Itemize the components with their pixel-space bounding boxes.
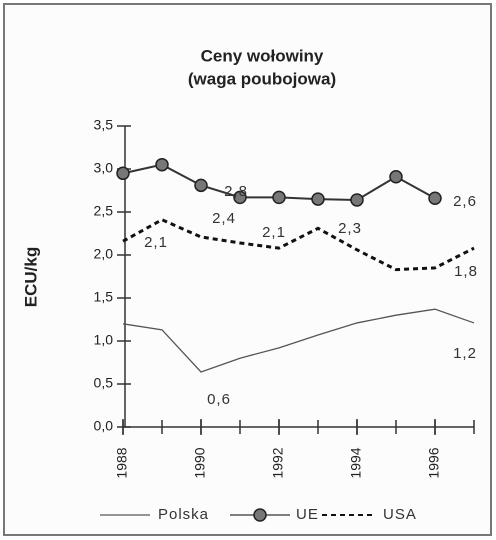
chart-title: Ceny wołowiny: [201, 46, 324, 65]
series-line: [122, 308, 475, 373]
annotation: 2,4: [212, 210, 236, 227]
x-tick-label: 1992: [270, 447, 286, 478]
series-marker: [311, 192, 325, 206]
y-tick-label: 3,5: [94, 117, 114, 133]
annotation: 2,3: [338, 220, 362, 237]
y-tick-label: 2,5: [94, 203, 114, 219]
annotation: 2,8: [224, 183, 248, 200]
annotation: 0,6: [207, 391, 231, 408]
annotation: 1,8: [454, 263, 478, 280]
series-marker: [272, 190, 286, 205]
series-marker: [428, 191, 442, 205]
annotation: 1,2: [453, 345, 477, 362]
annotation: 2,6: [453, 193, 477, 210]
annotation: 2,1: [144, 234, 168, 251]
y-axis-label: ECU/kg: [21, 247, 40, 307]
x-tick-label: 1994: [348, 447, 364, 478]
series-marker: [155, 157, 169, 172]
series-marker: [116, 166, 130, 181]
y-tick-label: 1,0: [94, 332, 114, 348]
x-tick-label: 1996: [426, 447, 442, 478]
legend-marker: [253, 508, 267, 522]
y-tick-label: 0,0: [94, 418, 114, 434]
y-tick-label: 3,0: [94, 160, 114, 176]
annotation: 2,1: [262, 224, 286, 241]
frame: [3, 3, 492, 536]
legend-label: UE: [296, 506, 319, 523]
y-tick-label: 0,5: [94, 375, 114, 391]
x-tick-label: 1990: [192, 447, 208, 478]
legend-label: USA: [383, 506, 417, 523]
x-tick-label: 1988: [114, 447, 130, 478]
chart-subtitle: (waga poubojowa): [188, 69, 336, 88]
series-marker: [350, 193, 364, 207]
y-tick-label: 1,5: [94, 289, 114, 305]
series-marker: [389, 169, 403, 184]
series-marker: [233, 190, 247, 205]
series-line: [122, 218, 475, 272]
legend-label: Polska: [158, 506, 209, 523]
series-marker: [194, 178, 208, 193]
y-tick-label: 2,0: [94, 246, 114, 262]
